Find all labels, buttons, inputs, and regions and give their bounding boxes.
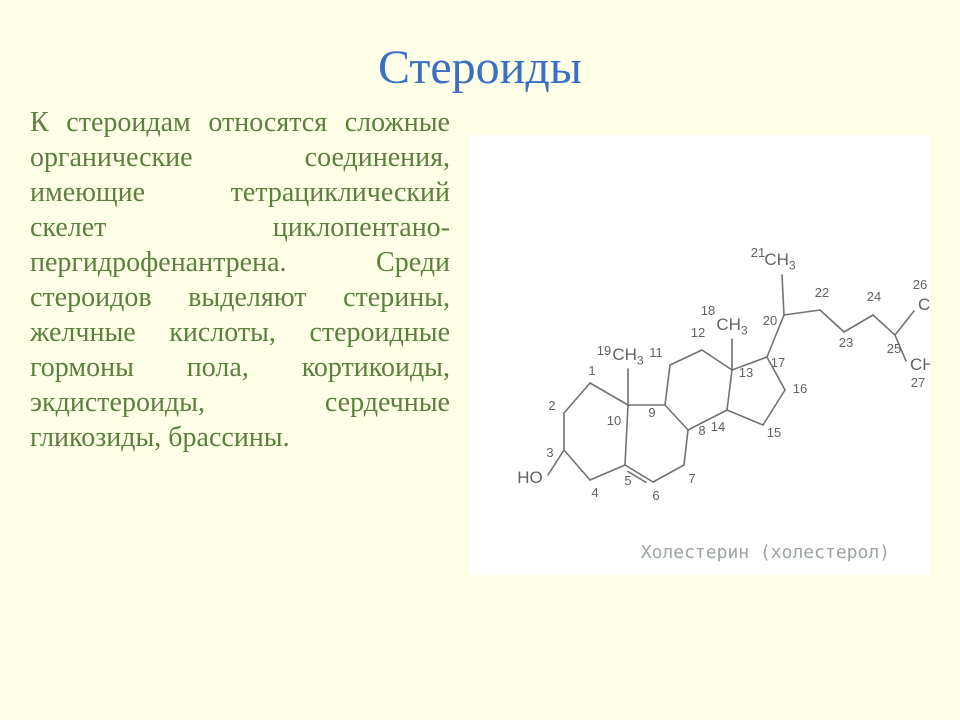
svg-text:12: 12 [691, 325, 705, 340]
svg-text:4: 4 [591, 485, 598, 500]
svg-text:19: 19 [597, 343, 611, 358]
body-text: К стероидам относятся сложные органическ… [30, 105, 450, 575]
svg-text:16: 16 [793, 381, 807, 396]
svg-text:18: 18 [701, 303, 715, 318]
svg-text:23: 23 [839, 335, 853, 350]
svg-text:3: 3 [546, 445, 553, 460]
svg-text:CH3: CH3 [716, 315, 748, 337]
svg-text:2: 2 [548, 398, 555, 413]
svg-text:CH3: CH3 [612, 345, 644, 367]
svg-text:CH3: CH3 [918, 295, 930, 317]
svg-text:25: 25 [887, 341, 901, 356]
svg-text:22: 22 [815, 285, 829, 300]
svg-text:5: 5 [624, 473, 631, 488]
svg-text:9: 9 [648, 405, 655, 420]
slide: Стероиды К стероидам относятся сложные о… [0, 0, 960, 720]
svg-text:1: 1 [588, 363, 595, 378]
svg-text:CH3: CH3 [764, 250, 796, 272]
figure-panel: HOCH3CH3CH3CH3CH312345678910111213141516… [470, 135, 930, 575]
svg-text:17: 17 [771, 355, 785, 370]
svg-text:14: 14 [711, 419, 725, 434]
cholesterol-structure: HOCH3CH3CH3CH3CH312345678910111213141516… [470, 135, 930, 575]
content-row: К стероидам относятся сложные органическ… [0, 105, 960, 575]
slide-title: Стероиды [0, 0, 960, 105]
svg-text:11: 11 [649, 345, 663, 360]
svg-text:15: 15 [767, 425, 781, 440]
svg-text:27: 27 [911, 375, 925, 390]
svg-text:6: 6 [652, 488, 659, 503]
svg-text:20: 20 [763, 313, 777, 328]
svg-text:24: 24 [867, 289, 881, 304]
svg-text:26: 26 [913, 277, 927, 292]
svg-text:8: 8 [698, 423, 705, 438]
svg-text:13: 13 [739, 365, 753, 380]
svg-text:HO: HO [517, 468, 543, 487]
figure-caption: Холестерин (холестерол) [641, 542, 890, 563]
svg-text:21: 21 [751, 245, 765, 260]
svg-text:10: 10 [607, 413, 621, 428]
svg-text:7: 7 [688, 471, 695, 486]
svg-text:CH3: CH3 [910, 355, 930, 377]
